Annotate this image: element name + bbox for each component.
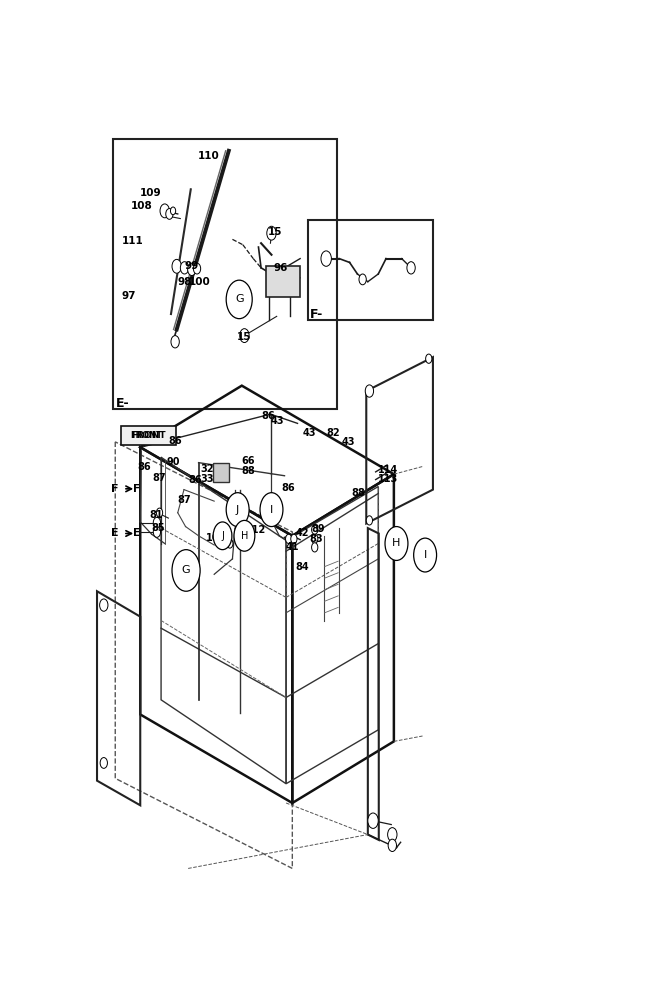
Text: 98: 98	[178, 277, 192, 287]
Circle shape	[226, 539, 233, 548]
Text: 113: 113	[378, 474, 398, 484]
Circle shape	[414, 538, 437, 572]
Text: F: F	[112, 484, 119, 494]
Text: F-: F-	[310, 308, 323, 321]
Text: 110: 110	[198, 151, 220, 161]
Circle shape	[240, 329, 249, 343]
Text: 43: 43	[342, 437, 355, 447]
Text: G: G	[181, 565, 190, 575]
Circle shape	[312, 525, 318, 534]
Text: 32: 32	[201, 464, 214, 474]
Text: H: H	[392, 538, 401, 548]
Text: I: I	[270, 505, 273, 515]
Text: 100: 100	[189, 277, 210, 287]
Text: 42: 42	[296, 528, 310, 538]
Text: 114: 114	[378, 465, 398, 475]
Text: 108: 108	[130, 201, 152, 211]
Text: 15: 15	[237, 332, 251, 342]
Circle shape	[171, 336, 179, 348]
Circle shape	[385, 527, 408, 560]
Text: 111: 111	[122, 236, 143, 246]
Circle shape	[172, 259, 181, 273]
Text: 88: 88	[351, 488, 366, 498]
Circle shape	[366, 516, 372, 525]
Circle shape	[388, 839, 396, 852]
Text: 103: 103	[206, 533, 226, 543]
Circle shape	[388, 828, 397, 841]
Circle shape	[260, 493, 283, 527]
Text: 86: 86	[168, 436, 182, 446]
Text: 88: 88	[242, 466, 255, 476]
Text: 83: 83	[309, 534, 323, 544]
Text: 43: 43	[302, 428, 316, 438]
Text: 86: 86	[188, 475, 202, 485]
Circle shape	[222, 533, 228, 543]
Text: 109: 109	[140, 188, 161, 198]
Circle shape	[100, 758, 108, 768]
Text: 82: 82	[327, 428, 340, 438]
Circle shape	[368, 813, 378, 828]
Polygon shape	[84, 120, 605, 890]
Text: FRONT: FRONT	[130, 431, 163, 440]
Circle shape	[213, 522, 232, 550]
Text: 41: 41	[286, 542, 299, 552]
Circle shape	[291, 534, 297, 544]
Circle shape	[166, 209, 173, 219]
Polygon shape	[213, 463, 228, 482]
Circle shape	[153, 527, 161, 537]
Polygon shape	[266, 266, 300, 297]
Circle shape	[321, 251, 331, 266]
Text: J: J	[221, 531, 224, 541]
Circle shape	[160, 204, 169, 218]
Text: E: E	[112, 528, 119, 538]
Circle shape	[157, 508, 163, 517]
Text: FRONT: FRONT	[131, 431, 166, 440]
Circle shape	[226, 530, 231, 538]
Circle shape	[234, 520, 255, 551]
Text: 86: 86	[261, 411, 275, 421]
Circle shape	[153, 517, 161, 528]
Circle shape	[171, 207, 175, 215]
Text: F: F	[133, 484, 140, 494]
Text: 112: 112	[246, 525, 266, 535]
Text: 86: 86	[137, 462, 151, 472]
Text: 86: 86	[282, 483, 296, 493]
Circle shape	[425, 354, 432, 363]
Text: 85: 85	[152, 523, 165, 533]
Circle shape	[226, 493, 249, 527]
Circle shape	[267, 226, 276, 240]
Text: 89: 89	[311, 524, 325, 534]
Circle shape	[194, 263, 201, 274]
Circle shape	[180, 262, 189, 274]
Polygon shape	[122, 426, 175, 445]
Circle shape	[366, 385, 374, 397]
Text: 66: 66	[241, 456, 255, 466]
Circle shape	[312, 534, 318, 544]
Text: 99: 99	[185, 261, 199, 271]
Text: 15: 15	[268, 227, 282, 237]
Text: G: G	[235, 294, 243, 304]
Circle shape	[226, 280, 252, 319]
Circle shape	[286, 534, 292, 544]
Circle shape	[99, 599, 108, 611]
Circle shape	[407, 262, 415, 274]
Text: 81: 81	[150, 510, 163, 520]
Text: 43: 43	[270, 416, 284, 426]
Text: 87: 87	[177, 495, 191, 505]
Circle shape	[359, 274, 366, 285]
Text: 90: 90	[167, 457, 180, 467]
Text: 87: 87	[153, 473, 167, 483]
Text: E-: E-	[116, 397, 130, 410]
Circle shape	[312, 543, 318, 552]
Text: E: E	[133, 528, 140, 538]
Text: 84: 84	[295, 562, 308, 572]
Text: I: I	[423, 550, 427, 560]
Text: J: J	[236, 505, 239, 515]
Text: H: H	[241, 531, 248, 541]
Text: 33: 33	[201, 474, 214, 484]
Text: 96: 96	[274, 263, 288, 273]
Circle shape	[172, 550, 200, 591]
Text: 97: 97	[121, 291, 136, 301]
Circle shape	[187, 263, 196, 276]
